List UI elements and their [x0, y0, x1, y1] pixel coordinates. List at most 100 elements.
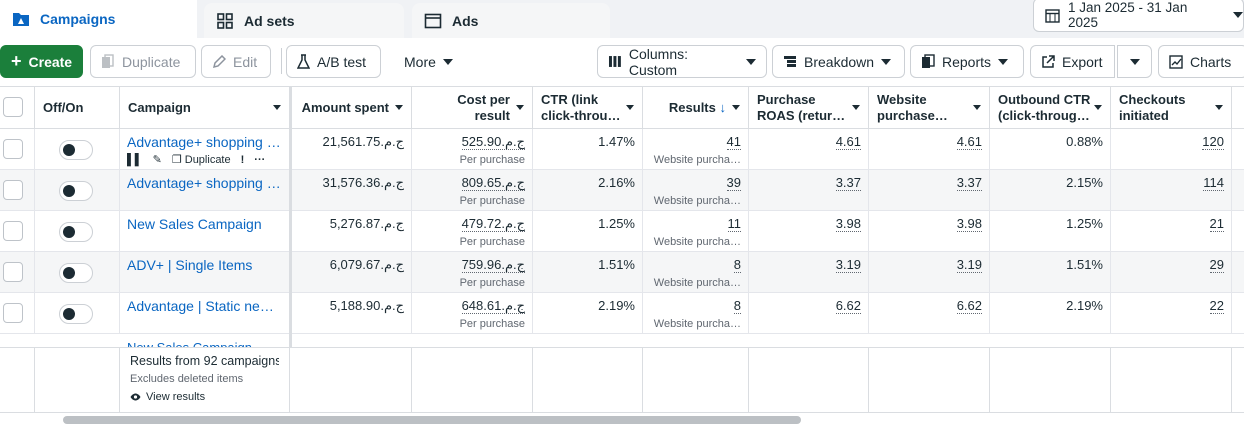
checkouts-value[interactable]: 114	[1203, 175, 1224, 191]
results-value[interactable]: 11	[727, 216, 741, 232]
checkouts-value[interactable]: 29	[1209, 257, 1224, 273]
horizontal-scrollbar[interactable]	[63, 416, 801, 424]
folder-icon	[13, 13, 29, 26]
toggle-knob	[63, 308, 75, 320]
summary-cell	[749, 348, 869, 413]
select-cell	[0, 170, 35, 211]
campaign-toggle[interactable]	[59, 222, 93, 242]
chevron-down-icon[interactable]	[1094, 105, 1102, 110]
website-roas-value[interactable]: 3.37	[956, 175, 982, 191]
row-checkbox[interactable]	[3, 303, 23, 323]
create-button[interactable]: + Create	[0, 45, 83, 78]
chevron-down-icon[interactable]	[273, 105, 281, 110]
ab-test-button[interactable]: A/B test	[286, 45, 381, 78]
tab-ad-sets[interactable]: Ad sets	[204, 3, 404, 38]
header-purchase-roas[interactable]: Purchase ROAS (retur…	[749, 87, 869, 128]
results-value[interactable]: 41	[726, 134, 741, 150]
chevron-down-icon[interactable]	[626, 105, 634, 110]
table-row[interactable]: ADV+ | Single Items 6,079.67‏ج.م.‏ 759.9…	[0, 252, 1244, 293]
table-row[interactable]: Advantage | Static new a… 5,188.90‏ج.م.‏…	[0, 293, 1244, 334]
cost-per-result-cell: 479.72‏ج.م.‏ Per purchase	[412, 211, 533, 252]
campaign-name-link[interactable]: Advantage+ shopping ca…	[127, 175, 282, 191]
results-value[interactable]: 39	[726, 175, 741, 191]
row-checkbox[interactable]	[3, 180, 23, 200]
campaign-toggle[interactable]	[59, 263, 93, 283]
row-checkbox[interactable]	[3, 221, 23, 241]
cost-per-result-value[interactable]: 759.96‏ج.م.‏	[461, 257, 525, 273]
toggle-cell	[35, 170, 120, 211]
cost-per-result-value[interactable]: 525.90‏ج.م.‏	[461, 134, 525, 150]
cost-per-result-sub: Per purchase	[459, 277, 525, 289]
bar-chart-icon[interactable]: ▌▌	[127, 153, 143, 166]
results-value[interactable]: 8	[733, 257, 741, 273]
header-ctr[interactable]: CTR (link click-throu…	[533, 87, 643, 128]
edit-button[interactable]: Edit	[201, 45, 271, 78]
chevron-down-icon[interactable]	[1215, 105, 1223, 110]
more-button[interactable]: More	[393, 45, 468, 78]
website-roas-value[interactable]: 6.62	[956, 298, 982, 314]
export-button[interactable]: Export	[1030, 45, 1115, 78]
reports-button[interactable]: Reports	[910, 45, 1024, 78]
header-off-on[interactable]: Off/On	[35, 87, 120, 128]
campaign-name-link[interactable]: ADV+ | Single Items	[127, 257, 253, 273]
header-amount-spent[interactable]: Amount spent	[292, 87, 412, 128]
checkouts-value[interactable]: 21	[1209, 216, 1224, 232]
charts-button[interactable]: Charts	[1158, 45, 1244, 78]
tab-campaigns[interactable]: Campaigns	[0, 0, 197, 38]
cost-per-result-value[interactable]: 479.72‏ج.م.‏	[461, 216, 525, 232]
header-campaign[interactable]: Campaign	[120, 87, 290, 128]
campaign-toggle[interactable]	[59, 304, 93, 324]
chevron-down-icon[interactable]	[516, 105, 524, 110]
campaign-cell: Advantage | Static new a…	[120, 293, 290, 334]
row-duplicate-button[interactable]: ❐ Duplicate	[172, 153, 231, 166]
roas-value[interactable]: 3.19	[835, 257, 861, 273]
roas-value[interactable]: 6.62	[835, 298, 861, 314]
more-options-icon[interactable]: ···	[254, 153, 266, 166]
row-checkbox[interactable]	[3, 139, 23, 159]
table-row[interactable]: Advantage+ shopping ca… ▌▌ ✎ ❐ Duplicate…	[0, 129, 1244, 170]
cost-per-result-cell: 648.61‏ج.م.‏ Per purchase	[412, 293, 533, 334]
summary-title: Results from 92 campaigns	[130, 354, 279, 368]
tab-ads[interactable]: Ads	[412, 3, 610, 38]
columns-button[interactable]: Columns: Custom	[597, 45, 767, 78]
select-all-checkbox[interactable]	[3, 97, 23, 117]
chevron-down-icon[interactable]	[732, 105, 740, 110]
row-checkbox[interactable]	[3, 262, 23, 282]
duplicate-button[interactable]: Duplicate	[90, 45, 196, 78]
chevron-down-icon[interactable]	[395, 105, 403, 110]
checkouts-value[interactable]: 120	[1202, 134, 1224, 150]
export-dropdown-button[interactable]	[1117, 45, 1152, 78]
website-roas-value[interactable]: 3.19	[956, 257, 982, 273]
campaign-name-link[interactable]: New Sales Campaign	[127, 216, 262, 232]
campaign-toggle[interactable]	[59, 181, 93, 201]
date-range-picker[interactable]: 1 Jan 2025 - 31 Jan 2025	[1033, 0, 1244, 32]
amount-spent-value: 31,576.36‏ج.م.‏	[322, 175, 404, 190]
header-label: Cost per result	[457, 91, 510, 123]
roas-value[interactable]: 3.37	[835, 175, 861, 191]
results-value[interactable]: 8	[733, 298, 741, 314]
pencil-icon[interactable]: ✎	[152, 154, 162, 166]
header-website-purchase[interactable]: Website purchase…	[869, 87, 990, 128]
cost-per-result-value[interactable]: 648.61‏ج.م.‏	[461, 298, 525, 314]
website-roas-value[interactable]: 4.61	[956, 134, 982, 150]
website-roas-value[interactable]: 3.98	[956, 216, 982, 232]
view-results-link[interactable]: View results	[130, 391, 279, 403]
ctr-value: 2.16%	[598, 175, 635, 190]
toggle-cell	[35, 293, 120, 334]
header-cost-per-result[interactable]: Cost per result	[412, 87, 533, 128]
breakdown-button[interactable]: Breakdown	[772, 45, 905, 78]
table-row[interactable]: Advantage+ shopping ca… 31,576.36‏ج.م.‏ …	[0, 170, 1244, 211]
cost-per-result-value[interactable]: 809.65‏ج.م.‏	[461, 175, 525, 191]
chevron-down-icon[interactable]	[973, 105, 981, 110]
table-row[interactable]: New Sales Campaign 5,276.87‏ج.م.‏ 479.72…	[0, 211, 1244, 252]
header-results[interactable]: Results ↓	[643, 87, 749, 128]
campaign-name-link[interactable]: Advantage | Static new a…	[127, 298, 282, 314]
roas-value[interactable]: 4.61	[835, 134, 861, 150]
roas-value[interactable]: 3.98	[835, 216, 861, 232]
campaign-name-link[interactable]: Advantage+ shopping ca…	[127, 134, 282, 150]
checkouts-value[interactable]: 22	[1209, 298, 1224, 314]
chevron-down-icon[interactable]	[852, 105, 860, 110]
header-checkouts[interactable]: Checkouts initiated	[1111, 87, 1232, 128]
header-outbound-ctr[interactable]: Outbound CTR (click-throug…	[990, 87, 1111, 128]
campaign-toggle[interactable]	[59, 140, 93, 160]
